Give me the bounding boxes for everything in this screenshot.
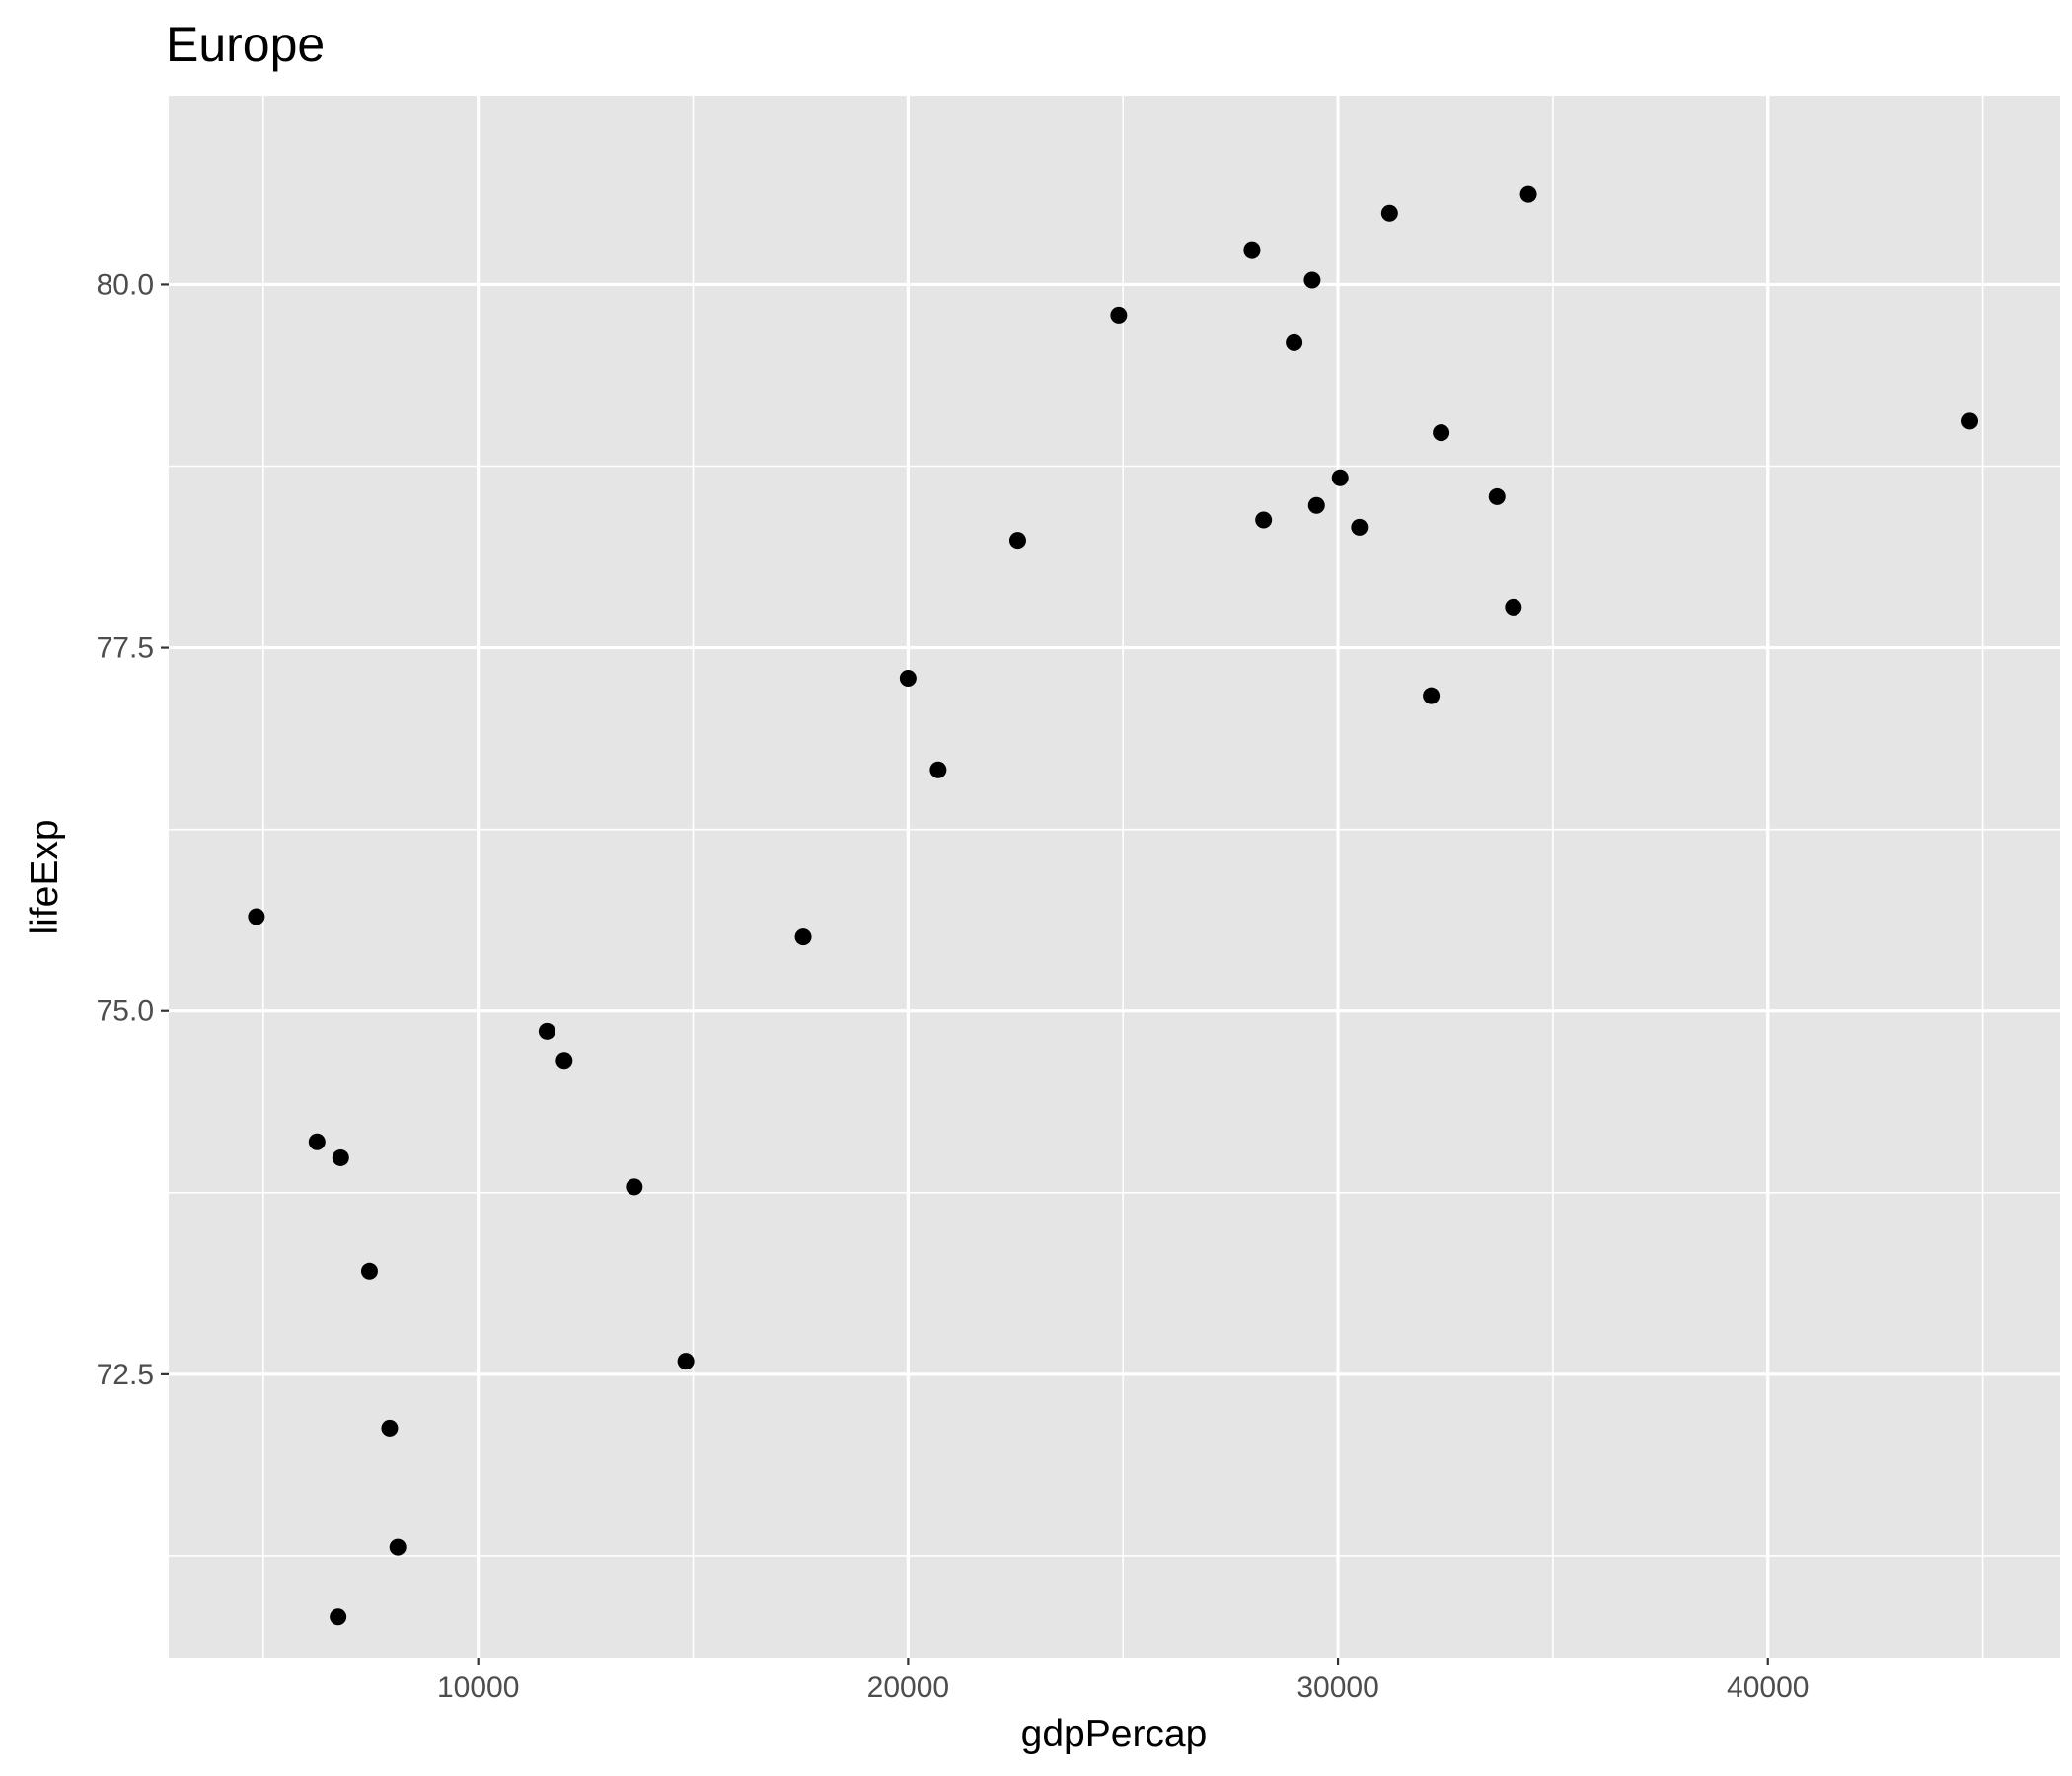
minor-gridlines xyxy=(169,96,2060,1658)
data-point xyxy=(1961,412,1979,430)
data-point xyxy=(1008,532,1026,550)
y-tick-label-2: 77.5 xyxy=(97,632,154,665)
data-point xyxy=(1433,424,1450,442)
x-axis-title: gdpPercap xyxy=(1021,1713,1208,1755)
data-point xyxy=(794,928,812,946)
data-point xyxy=(1243,241,1261,259)
data-point xyxy=(1423,687,1441,704)
data-point xyxy=(1110,306,1128,324)
data-point xyxy=(555,1052,573,1070)
data-point xyxy=(1307,496,1325,514)
data-point xyxy=(677,1353,695,1370)
data-point xyxy=(1303,271,1321,289)
x-tick-label-0: 10000 xyxy=(437,1671,519,1704)
chart-title: Europe xyxy=(166,17,325,72)
data-point xyxy=(1505,598,1522,616)
data-point xyxy=(308,1133,326,1150)
plot-panel xyxy=(169,96,2060,1658)
data-point xyxy=(538,1022,555,1040)
data-point xyxy=(1331,469,1349,486)
data-point xyxy=(1488,487,1506,505)
data-point xyxy=(1380,204,1398,222)
x-tick-label-2: 30000 xyxy=(1296,1671,1378,1704)
y-tick-label-3: 80.0 xyxy=(97,268,154,301)
data-point xyxy=(248,908,265,925)
data-point xyxy=(1255,511,1273,529)
y-axis-title: lifeExp xyxy=(24,819,66,934)
data-point xyxy=(899,669,917,687)
data-points xyxy=(248,185,1979,1626)
data-point xyxy=(389,1538,407,1556)
y-tick-label-0: 72.5 xyxy=(97,1359,154,1391)
data-point xyxy=(1286,333,1303,351)
y-axis: 72.5 75.0 77.5 80.0 xyxy=(97,268,169,1391)
data-point xyxy=(381,1419,399,1437)
major-gridlines xyxy=(169,96,2060,1658)
data-point xyxy=(929,761,947,778)
data-point xyxy=(332,1148,349,1166)
data-point xyxy=(360,1262,378,1280)
x-axis: 10000 20000 30000 40000 xyxy=(437,1658,1809,1704)
data-point xyxy=(1351,518,1369,536)
x-tick-label-3: 40000 xyxy=(1727,1671,1809,1704)
data-point xyxy=(626,1178,643,1196)
x-tick-label-1: 20000 xyxy=(867,1671,949,1704)
data-point xyxy=(1519,185,1537,203)
y-tick-label-1: 75.0 xyxy=(97,996,154,1028)
data-point xyxy=(330,1608,347,1626)
